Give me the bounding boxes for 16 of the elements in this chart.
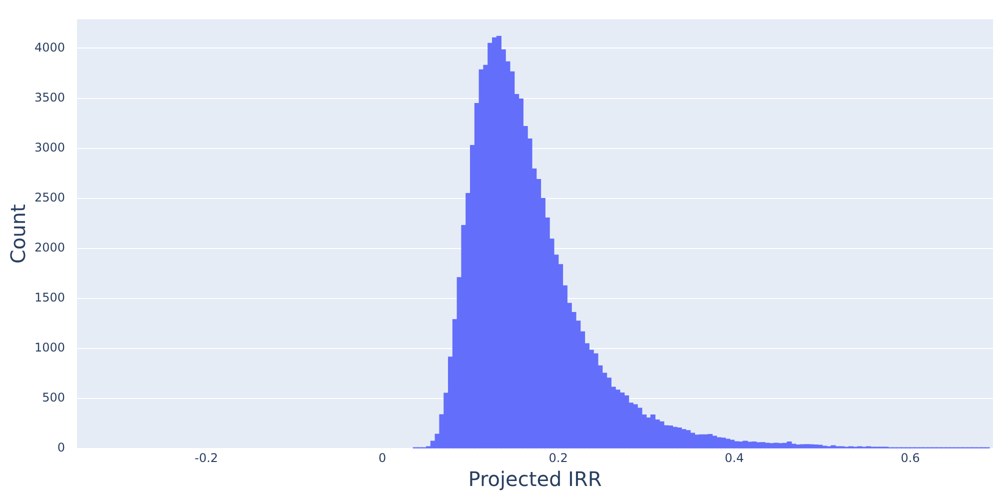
y-tick-label: 3500 bbox=[34, 90, 65, 104]
y-tick-label: 3000 bbox=[34, 140, 65, 154]
y-tick-label: 1000 bbox=[34, 340, 65, 355]
y-tick-label: 0 bbox=[57, 440, 65, 455]
x-tick-label: 0.4 bbox=[724, 450, 744, 465]
y-tick-label: 4000 bbox=[34, 40, 65, 54]
x-axis-title: Projected IRR bbox=[468, 467, 602, 492]
x-tick-label: 0 bbox=[378, 450, 386, 465]
x-tick-label: -0.2 bbox=[194, 450, 218, 465]
y-tick-label: 2500 bbox=[34, 190, 65, 204]
y-tick-label: 2000 bbox=[34, 240, 65, 255]
x-tick-label: 0.6 bbox=[900, 450, 920, 465]
y-tick-label: 1500 bbox=[34, 290, 65, 305]
y-axis-title: Count bbox=[6, 204, 30, 264]
x-tick-label: 0.2 bbox=[548, 450, 568, 465]
y-tick-label: 500 bbox=[42, 390, 65, 405]
